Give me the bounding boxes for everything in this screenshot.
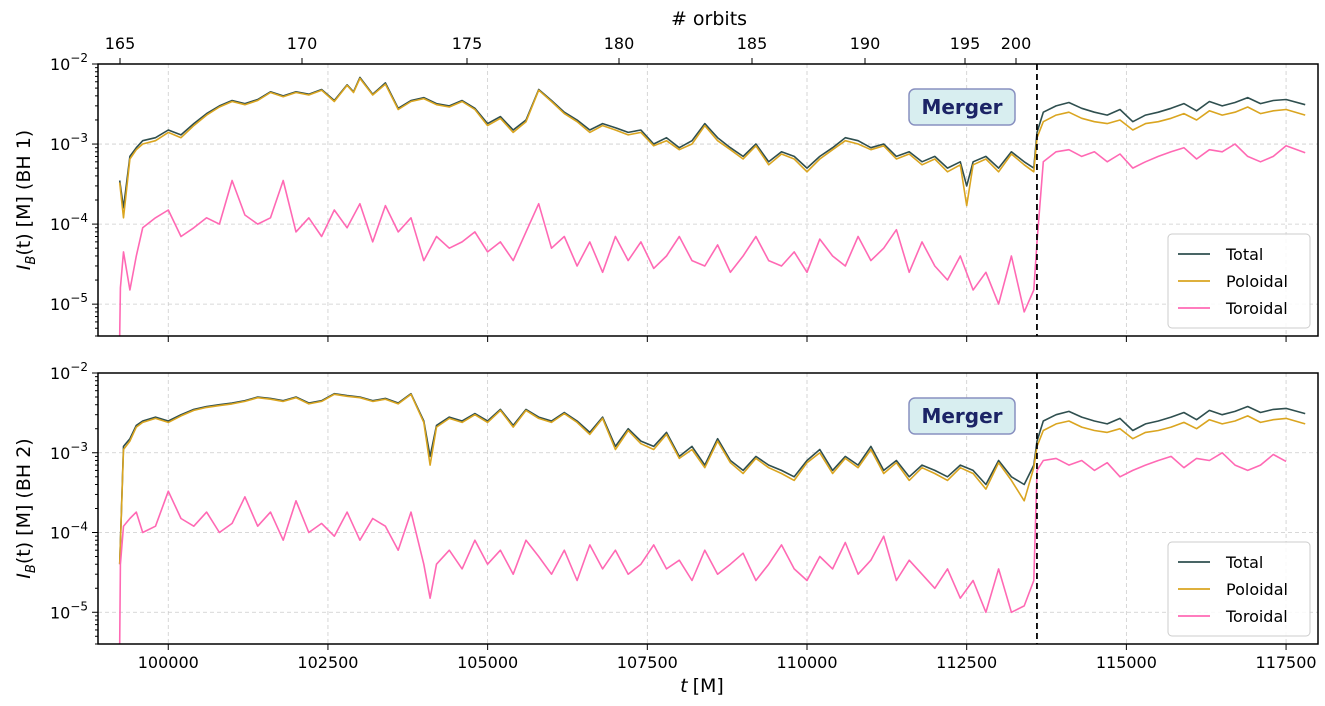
top-axis-tick-label: 165: [105, 34, 136, 53]
top-axis-tick-label: 195: [950, 34, 981, 53]
legend-label-poloidal: Poloidal: [1226, 272, 1288, 291]
panel-frame: [97, 63, 1319, 337]
y-tick-label: 10−5: [50, 599, 88, 622]
y-axis-label-sub: B: [24, 564, 39, 573]
x-tick-label: 107500: [617, 653, 678, 672]
series-line-toroidal: [118, 451, 1287, 644]
series-group: [118, 392, 1306, 644]
x-axis-title-unit: [M]: [693, 675, 724, 697]
y-tick-label: 10−5: [50, 291, 88, 314]
x-tick-label: 115000: [1096, 653, 1157, 672]
y-tick-label: 10−2: [50, 360, 88, 383]
top-axis-tick-label: 185: [737, 34, 768, 53]
y-axis-label-rest: (t) [M] (BH 1): [13, 130, 35, 256]
merger-label: Merger: [921, 95, 1002, 119]
y-axis-label: IB(t) [M] (BH 2): [13, 438, 39, 578]
y-tick-label: 10−3: [50, 440, 88, 463]
y-tick-exponent: −5: [70, 599, 88, 613]
y-axis-label-rest: (t) [M] (BH 2): [13, 438, 35, 564]
legend-box: [1167, 233, 1311, 329]
merger-label: Merger: [921, 404, 1002, 428]
y-tick-exponent: −4: [70, 520, 88, 534]
y-tick-base: 10: [50, 295, 70, 314]
y-tick-exponent: −3: [70, 131, 88, 145]
legend: Total Poloidal Toroidal: [1167, 541, 1311, 637]
y-tick-base: 10: [50, 603, 70, 622]
x-tick-label: 112500: [936, 653, 997, 672]
y-tick-exponent: −2: [70, 51, 88, 65]
x-tick-label: 105000: [457, 653, 518, 672]
merger-annotation: Merger: [908, 88, 1016, 126]
legend-label-poloidal: Poloidal: [1226, 580, 1288, 599]
x-tick-label: 117500: [1256, 653, 1317, 672]
y-axis-label-main: I: [13, 264, 35, 270]
merger-annotation: Merger: [908, 397, 1016, 435]
x-tick-label: 110000: [776, 653, 837, 672]
x-axis-title: t [M]: [680, 675, 724, 697]
legend-label-total: Total: [1225, 245, 1263, 264]
y-tick-base: 10: [50, 55, 70, 74]
y-axis-label: IB(t) [M] (BH 1): [13, 130, 39, 270]
panel-frame: [97, 372, 1319, 645]
series-line-total: [118, 392, 1306, 565]
top-axis-tick-label: 190: [850, 34, 881, 53]
y-tick-exponent: −3: [70, 440, 88, 454]
top-axis-tick-label: 200: [1001, 34, 1032, 53]
legend-label-toroidal: Toroidal: [1225, 607, 1288, 626]
y-tick-label: 10−4: [50, 211, 88, 234]
legend: Total Poloidal Toroidal: [1167, 233, 1311, 329]
y-tick-exponent: −5: [70, 291, 88, 305]
top-axis-title: # orbits: [671, 8, 747, 30]
top-axis-tick-label: 170: [287, 34, 318, 53]
series-line-poloidal: [118, 77, 1306, 219]
y-tick-base: 10: [50, 215, 70, 234]
legend-box: [1167, 541, 1311, 637]
y-tick-label: 10−4: [50, 520, 88, 543]
y-tick-exponent: −4: [70, 211, 88, 225]
y-tick-label: 10−2: [50, 51, 88, 74]
y-tick-label: 10−3: [50, 131, 88, 154]
series-line-poloidal: [118, 393, 1306, 565]
x-tick-label: 100000: [138, 653, 199, 672]
series-line-total: [118, 76, 1306, 209]
y-axis-label-main: I: [13, 573, 35, 579]
legend-label-toroidal: Toroidal: [1225, 299, 1288, 318]
panel-2: Merger 100000 102500 105000 107500 110000 1125…: [13, 360, 1319, 672]
series-line-toroidal: [118, 143, 1306, 336]
y-tick-exponent: −2: [70, 360, 88, 374]
y-tick-base: 10: [50, 524, 70, 543]
y-tick-base: 10: [50, 364, 70, 383]
x-tick-label: 102500: [297, 653, 358, 672]
top-axis-tick-label: 175: [452, 34, 483, 53]
y-tick-base: 10: [50, 135, 70, 154]
legend-label-total: Total: [1225, 553, 1263, 572]
y-tick-base: 10: [50, 444, 70, 463]
merger-box: [908, 397, 1016, 435]
y-axis-label-sub: B: [24, 256, 39, 265]
top-axis-tick-label: 180: [604, 34, 635, 53]
series-group: [118, 76, 1306, 336]
merger-box: [908, 88, 1016, 126]
x-axis-title-math: t: [680, 675, 689, 697]
